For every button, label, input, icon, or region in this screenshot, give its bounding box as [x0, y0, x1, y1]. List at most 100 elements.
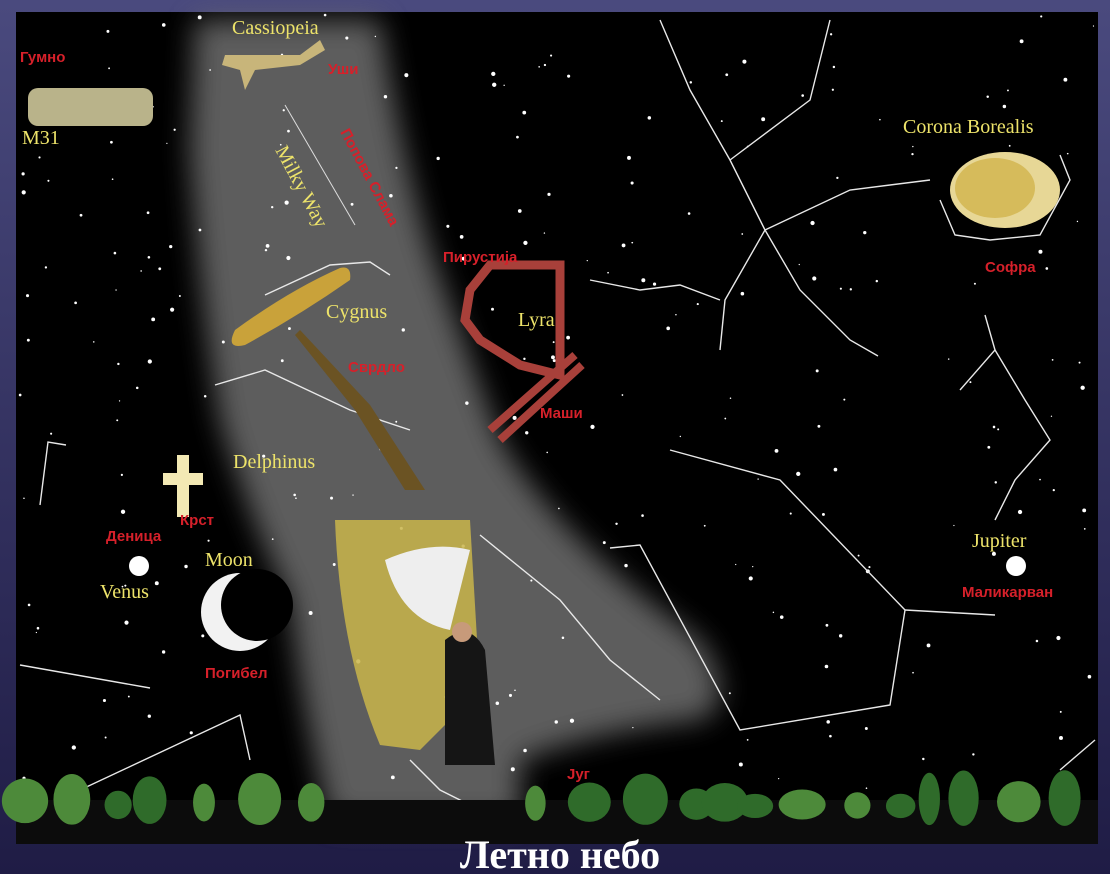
star	[993, 426, 996, 429]
star	[761, 117, 765, 121]
star	[128, 696, 130, 698]
star	[796, 472, 800, 476]
star	[402, 328, 405, 331]
star	[631, 242, 633, 244]
star	[19, 394, 22, 397]
tree	[193, 784, 215, 822]
star	[293, 494, 296, 497]
tree	[779, 789, 826, 819]
star	[641, 514, 644, 517]
star	[36, 632, 37, 633]
star	[739, 762, 743, 766]
tree	[568, 783, 611, 822]
star	[222, 341, 225, 344]
star	[491, 72, 495, 76]
star	[587, 260, 588, 261]
star	[1056, 636, 1060, 640]
star	[158, 267, 161, 270]
label: Југ	[567, 766, 590, 783]
star	[911, 153, 913, 155]
star	[286, 256, 290, 260]
star	[496, 702, 500, 706]
star	[460, 235, 464, 239]
star	[266, 244, 270, 248]
star	[281, 359, 284, 362]
star	[553, 359, 556, 362]
star	[830, 33, 832, 35]
star	[22, 172, 25, 175]
star	[351, 203, 354, 206]
star	[997, 428, 999, 430]
star	[558, 508, 560, 510]
star	[201, 634, 204, 637]
moon-shadow	[221, 569, 293, 641]
star	[184, 565, 187, 568]
label: Moon	[205, 549, 253, 571]
star	[140, 270, 142, 272]
star	[26, 294, 29, 297]
tree	[737, 794, 773, 818]
star	[148, 256, 151, 259]
sky-map: Гумно M31 Cassiopeia Уши Milky Way Попов…	[0, 0, 1110, 874]
tree	[238, 773, 281, 825]
star	[948, 358, 949, 359]
star	[688, 212, 691, 215]
star	[170, 308, 174, 312]
label: M31	[22, 127, 60, 149]
star	[825, 665, 829, 669]
star	[74, 301, 77, 304]
star	[22, 190, 26, 194]
star	[330, 497, 333, 500]
star	[632, 727, 633, 728]
star	[522, 111, 526, 115]
star	[516, 136, 519, 139]
star	[624, 564, 627, 567]
star	[858, 555, 860, 557]
star	[1052, 359, 1054, 361]
star	[151, 317, 155, 321]
star	[749, 576, 753, 580]
star	[868, 566, 870, 568]
label: Деница	[106, 528, 162, 545]
star	[627, 156, 631, 160]
star	[530, 580, 532, 582]
star	[615, 523, 617, 525]
star	[93, 341, 95, 343]
label: Corona Borealis	[903, 116, 1034, 138]
label: Маши	[540, 405, 583, 422]
star	[333, 563, 336, 566]
star	[523, 241, 527, 245]
star	[162, 650, 165, 653]
star	[1046, 267, 1049, 270]
star	[752, 566, 753, 567]
star	[47, 180, 49, 182]
star	[790, 513, 792, 515]
star	[72, 745, 76, 749]
venus-dot	[129, 556, 149, 576]
label: Venus	[100, 581, 149, 603]
star	[817, 425, 820, 428]
star	[1020, 39, 1024, 43]
tree	[2, 779, 48, 824]
star	[384, 95, 387, 98]
star	[124, 621, 128, 625]
star	[544, 232, 545, 233]
star	[324, 14, 327, 17]
star	[198, 15, 202, 19]
star	[45, 266, 47, 268]
star	[865, 727, 868, 730]
star	[174, 129, 176, 131]
star	[108, 67, 110, 69]
star	[850, 288, 852, 290]
star	[106, 30, 109, 33]
star	[288, 327, 291, 330]
star	[876, 280, 878, 282]
star	[546, 452, 548, 454]
star	[511, 767, 515, 771]
star	[295, 497, 297, 499]
star	[730, 397, 731, 398]
star	[641, 278, 645, 282]
star	[148, 359, 152, 363]
tree	[886, 794, 916, 818]
star	[27, 339, 30, 342]
